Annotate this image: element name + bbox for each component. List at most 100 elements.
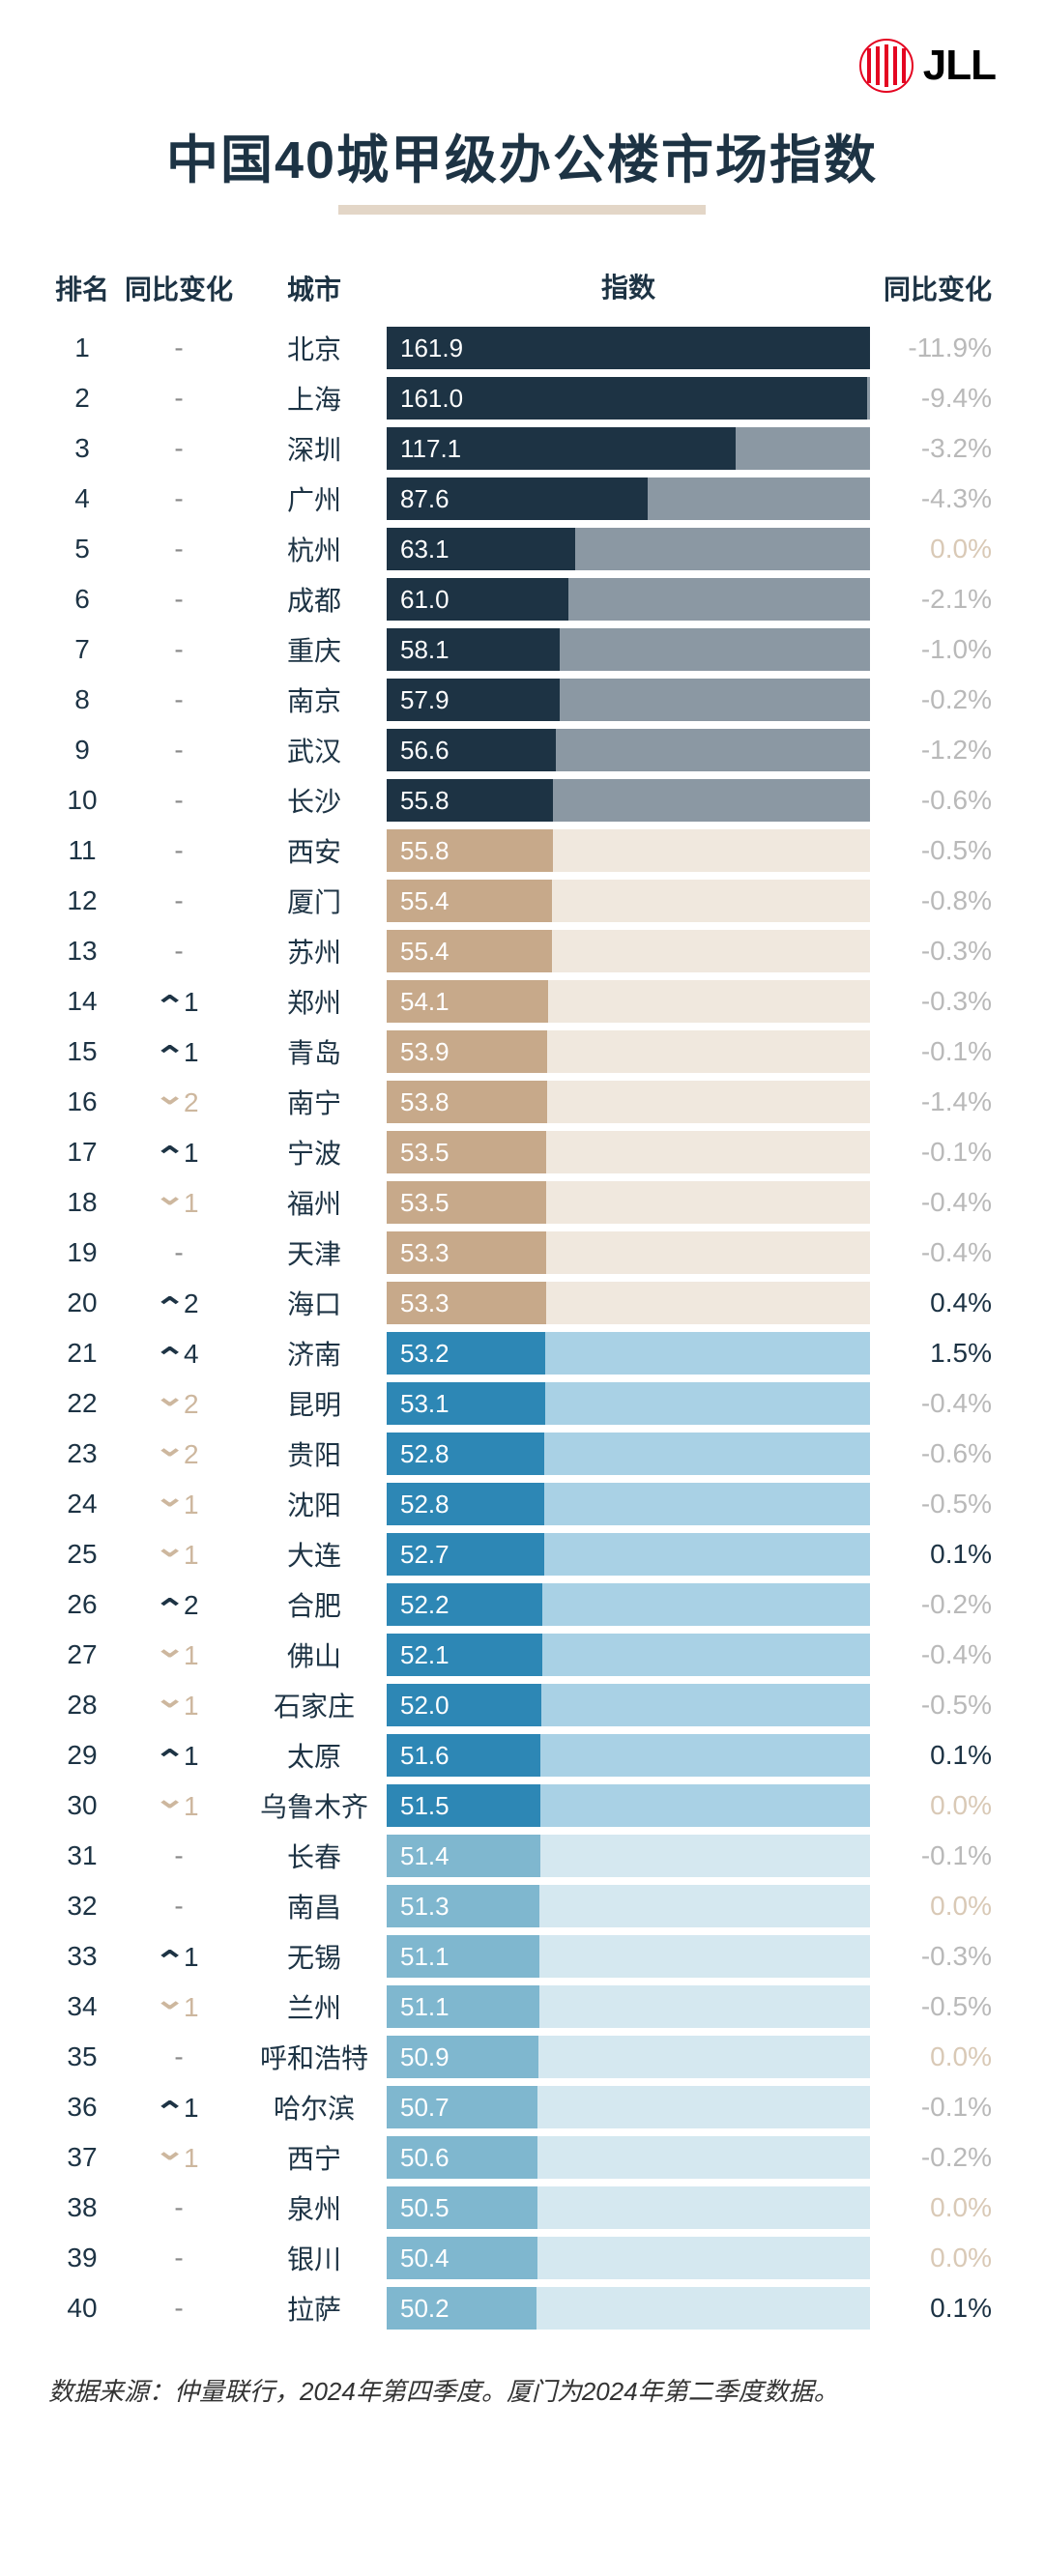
cell-bar: 55.4 (387, 880, 870, 922)
cell-yoy: -0.4% (870, 1187, 996, 1218)
bar-value-label: 51.4 (387, 1841, 450, 1871)
bar-value-label: 55.8 (387, 836, 450, 866)
cell-bar: 53.3 (387, 1282, 870, 1324)
cell-bar: 54.1 (387, 980, 870, 1023)
bar-value-label: 53.1 (387, 1389, 450, 1419)
bar-value-label: 52.1 (387, 1640, 450, 1670)
cell-rank-change: - (116, 534, 242, 564)
cell-rank: 23 (48, 1438, 116, 1469)
cell-yoy: -11.9% (870, 333, 996, 363)
cell-city: 合肥 (242, 1585, 387, 1624)
cell-yoy: 0.0% (870, 2192, 996, 2223)
table-row: 162南宁53.8-1.4% (48, 1077, 996, 1127)
cell-rank-change: - (116, 2192, 242, 2223)
cell-rank: 14 (48, 986, 116, 1017)
table-row: 361哈尔滨50.7-0.1% (48, 2082, 996, 2132)
cell-bar: 61.0 (387, 578, 870, 621)
table-row: 39-银川50.40.0% (48, 2233, 996, 2283)
bar-value-label: 50.7 (387, 2093, 450, 2123)
table-row: 38-泉州50.50.0% (48, 2183, 996, 2233)
cell-rank: 38 (48, 2192, 116, 2223)
page-title: 中国40城甲级办公楼市场指数 (48, 117, 996, 193)
cell-yoy: -3.2% (870, 433, 996, 464)
cell-yoy: -0.1% (870, 1840, 996, 1871)
table-row: 40-拉萨50.20.1% (48, 2283, 996, 2333)
cell-bar: 63.1 (387, 528, 870, 570)
cell-rank-change: 2 (116, 1288, 242, 1319)
cell-rank-change: 2 (116, 1388, 242, 1420)
cell-city: 乌鲁木齐 (242, 1786, 387, 1825)
cell-rank-change: - (116, 735, 242, 766)
cell-yoy: -0.4% (870, 1388, 996, 1419)
cell-rank: 12 (48, 885, 116, 916)
bar-value-label: 52.8 (387, 1490, 450, 1520)
cell-bar: 51.4 (387, 1835, 870, 1877)
cell-rank: 40 (48, 2293, 116, 2324)
bar-value-label: 51.5 (387, 1791, 450, 1821)
bar-value-label: 51.6 (387, 1741, 450, 1771)
cell-yoy: -0.4% (870, 1639, 996, 1670)
data-source-footer: 数据来源：仲量联行，2024年第四季度。厦门为2024年第二季度数据。 (48, 2372, 996, 2408)
cell-yoy: 0.0% (870, 2243, 996, 2273)
cell-rank-change: 1 (116, 1639, 242, 1671)
cell-city: 长沙 (242, 781, 387, 820)
cell-rank-change: 1 (116, 1991, 242, 2023)
cell-rank-change: 1 (116, 1489, 242, 1520)
cell-yoy: 0.0% (870, 534, 996, 564)
cell-rank: 36 (48, 2092, 116, 2123)
cell-city: 深圳 (242, 429, 387, 468)
cell-yoy: 0.0% (870, 2041, 996, 2072)
cell-yoy: 0.1% (870, 1740, 996, 1771)
cell-rank: 13 (48, 936, 116, 967)
table-row: 5-杭州63.10.0% (48, 524, 996, 574)
cell-bar: 51.3 (387, 1885, 870, 1927)
bar-value-label: 56.6 (387, 736, 450, 766)
bar-value-label: 53.5 (387, 1138, 450, 1168)
cell-rank: 30 (48, 1790, 116, 1821)
cell-rank: 7 (48, 634, 116, 665)
table-row: 141郑州54.1-0.3% (48, 976, 996, 1027)
table-row: 19-天津53.3-0.4% (48, 1228, 996, 1278)
table-row: 341兰州51.1-0.5% (48, 1982, 996, 2032)
bar-value-label: 50.4 (387, 2243, 450, 2273)
table-row: 232贵阳52.8-0.6% (48, 1429, 996, 1479)
cell-rank-change: 1 (116, 986, 242, 1018)
cell-city: 海口 (242, 1284, 387, 1322)
table-row: 6-成都61.0-2.1% (48, 574, 996, 624)
cell-rank-change: 2 (116, 1438, 242, 1470)
bar-value-label: 51.1 (387, 1992, 450, 2022)
bar-value-label: 161.9 (387, 333, 463, 363)
bar-value-label: 53.2 (387, 1339, 450, 1369)
table-row: 10-长沙55.8-0.6% (48, 775, 996, 825)
cell-rank-change: 1 (116, 1187, 242, 1219)
bar-value-label: 52.8 (387, 1439, 450, 1469)
table-row: 251大连52.70.1% (48, 1529, 996, 1579)
table-row: 241沈阳52.8-0.5% (48, 1479, 996, 1529)
cell-city: 昆明 (242, 1384, 387, 1423)
table-row: 13-苏州55.4-0.3% (48, 926, 996, 976)
cell-rank-change: - (116, 483, 242, 514)
cell-rank-change: 2 (116, 1086, 242, 1118)
brand-name: JLL (923, 42, 996, 90)
cell-rank: 22 (48, 1388, 116, 1419)
cell-rank: 5 (48, 534, 116, 564)
cell-rank-change: - (116, 1891, 242, 1922)
cell-yoy: -9.4% (870, 383, 996, 414)
cell-city: 呼和浩特 (242, 2038, 387, 2076)
cell-rank: 20 (48, 1288, 116, 1318)
cell-bar: 52.0 (387, 1684, 870, 1726)
table-row: 35-呼和浩特50.90.0% (48, 2032, 996, 2082)
bar-value-label: 53.3 (387, 1288, 450, 1318)
table-row: 331无锡51.1-0.3% (48, 1931, 996, 1982)
table-row: 301乌鲁木齐51.50.0% (48, 1780, 996, 1831)
bar-value-label: 50.6 (387, 2143, 450, 2173)
cell-city: 南昌 (242, 1887, 387, 1925)
cell-rank-change: - (116, 1237, 242, 1268)
cell-yoy: -0.1% (870, 1137, 996, 1168)
cell-yoy: 0.1% (870, 1539, 996, 1570)
table-header: 排名 同比变化 城市 指数 同比变化 (48, 263, 996, 313)
bar-value-label: 52.2 (387, 1590, 450, 1620)
cell-bar: 50.9 (387, 2036, 870, 2078)
table-row: 222昆明53.1-0.4% (48, 1378, 996, 1429)
cell-city: 哈尔滨 (242, 2088, 387, 2127)
